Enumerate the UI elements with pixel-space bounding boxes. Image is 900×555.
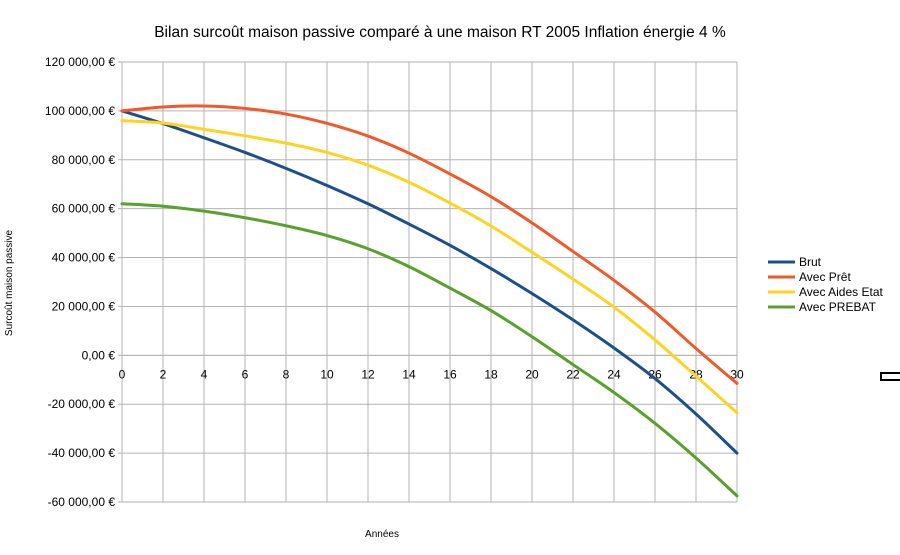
y-tick-label: -40 000,00 € — [48, 446, 116, 460]
legend-label: Brut — [799, 255, 822, 269]
x-tick-label: 24 — [607, 367, 621, 381]
chart-title: Bilan surcoût maison passive comparé à u… — [154, 24, 726, 41]
y-tick-label: 20 000,00 € — [52, 299, 116, 313]
y-tick-label: 100 000,00 € — [45, 104, 115, 118]
x-tick-label: 12 — [361, 367, 375, 381]
series-line-avec-pr-t — [120, 104, 739, 385]
bracket-icon — [880, 372, 900, 381]
x-tick-label: 6 — [242, 367, 249, 381]
x-tick-label: 16 — [443, 367, 457, 381]
series-line-avec-aides-etat — [120, 119, 739, 415]
series-line-avec-prebat — [120, 202, 739, 498]
x-tick-label: 20 — [525, 367, 539, 381]
series-line-brut — [120, 109, 739, 455]
series-lines — [120, 104, 739, 498]
x-axis-ticks: 0 2 4 6 8 10 12 14 16 18 20 22 24 26 28 30 — [119, 367, 744, 381]
y-tick-label: 80 000,00 € — [52, 153, 116, 167]
x-tick-label: 30 — [730, 367, 744, 381]
y-tick-label: 0,00 € — [82, 348, 116, 362]
legend-label: Avec Prêt — [799, 270, 851, 284]
grid — [118, 61, 738, 503]
x-tick-label: 0 — [119, 367, 126, 381]
y-axis-ticks: 120 000,00 € 100 000,00 € 80 000,00 € 60 00… — [45, 55, 115, 509]
x-tick-label: 8 — [283, 367, 290, 381]
x-tick-label: 2 — [160, 367, 167, 381]
y-axis-label: Surcoût maison passive — [4, 229, 15, 336]
y-tick-label: -20 000,00 € — [48, 397, 116, 411]
x-tick-label: 18 — [484, 367, 498, 381]
x-tick-label: 10 — [320, 367, 334, 381]
legend-label: Avec Aides Etat — [799, 285, 883, 299]
x-tick-label: 14 — [402, 367, 416, 381]
y-tick-label: -60 000,00 € — [48, 495, 116, 509]
y-tick-label: 40 000,00 € — [52, 251, 116, 265]
y-tick-label: 120 000,00 € — [45, 55, 115, 69]
legend-label: Avec PREBAT — [799, 300, 877, 314]
x-tick-label: 4 — [201, 367, 208, 381]
y-tick-label: 60 000,00 € — [52, 202, 116, 216]
x-tick-label: 22 — [566, 367, 580, 381]
x-axis-label: Années — [365, 529, 399, 540]
